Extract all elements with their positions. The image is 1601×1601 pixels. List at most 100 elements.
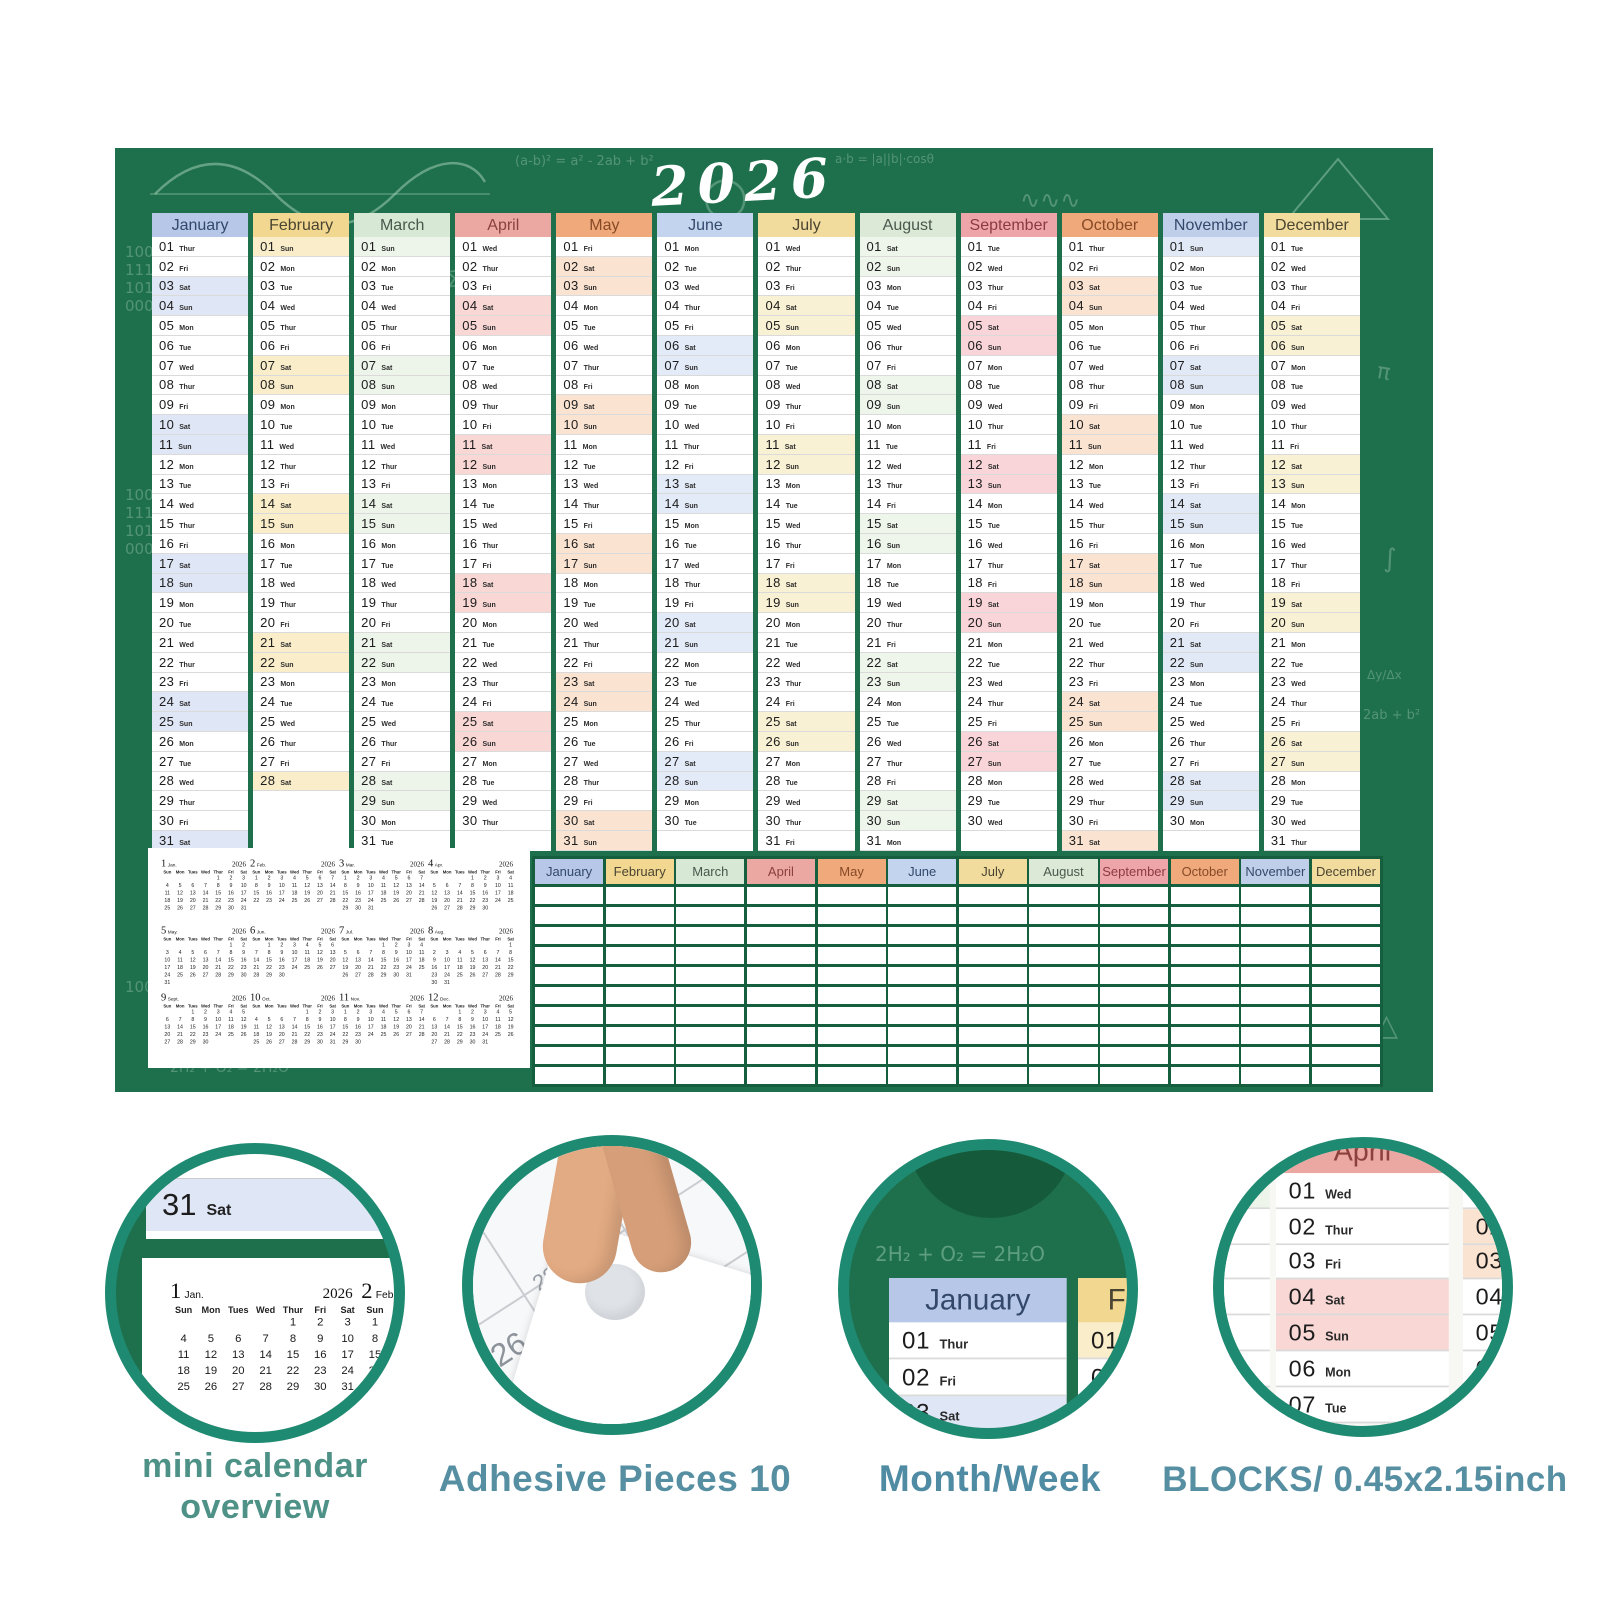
mini-date-cell: 10: [444, 957, 450, 963]
day-rows: 01 Thur 02 Fri 03 Sat 04 Sun 05 Mon 06 Tue 07 Wed 08 Th…: [152, 237, 249, 851]
mini-date-cell: 21: [418, 890, 425, 896]
notes-strip-header-june: June: [888, 859, 957, 884]
day-number: 18: [1068, 575, 1084, 591]
day-weekday: Fri: [280, 622, 290, 630]
day-number: 16: [1169, 535, 1186, 551]
day-number: 12: [462, 456, 478, 472]
notes-cell: [1241, 986, 1310, 1004]
mini-date-cell: 4: [420, 942, 424, 948]
day-number: 07: [1169, 357, 1186, 373]
mini-date-cell: 7: [204, 882, 207, 889]
day-weekday: Sat: [886, 800, 898, 808]
months-grid: January 01 Thur 02 Fri 03 Sat 04 Sun 05 Mon 06 Tue 07…: [152, 213, 1360, 851]
day-row: 24 Tue: [354, 692, 451, 713]
mini-calendar-label: 1 Jan. 2026: [170, 1277, 361, 1304]
day-number: 22: [462, 654, 478, 670]
mini-date-cell: 1: [371, 1316, 379, 1329]
month-column-april: April 01 Wed 02 Thur 03 Fri 04 Sat 05 Sun 06 Mon 07 Tu…: [1276, 1148, 1449, 1423]
mini-date-cell: 14: [291, 1024, 298, 1030]
day-weekday: Fri: [939, 1375, 957, 1389]
mini-weekday: Sun: [366, 1304, 384, 1315]
mini-weekday: Mon: [264, 869, 274, 875]
mini-date-cell: 25: [507, 897, 514, 904]
day-number: 03: [1090, 1399, 1120, 1427]
day-number: 11: [1068, 436, 1083, 452]
day-number: 05: [765, 318, 781, 334]
mini-date-cell: 27: [189, 905, 196, 911]
day-row: 06 Thur: [859, 335, 956, 356]
mini-date-cell: 6: [204, 949, 207, 956]
mini-date-cell: 1: [267, 942, 271, 948]
day-row: 01 Wed: [1276, 1173, 1449, 1209]
mini-date-cell: 11: [495, 1016, 501, 1023]
mini-weekday: Mon: [353, 1003, 363, 1009]
day-weekday: Sun: [886, 681, 901, 689]
day-weekday: Mon: [381, 681, 396, 689]
day-weekday: Thur: [785, 265, 802, 273]
mini-date-cell: [212, 980, 225, 988]
day-weekday: Fri: [886, 503, 896, 511]
mini-date-cell: 22: [456, 1031, 463, 1038]
day-number: 29: [1169, 793, 1186, 809]
day-number: 23: [765, 674, 781, 690]
mini-dates-grid: 1234567891011121314151617181920212223242…: [361, 1316, 394, 1381]
month-header: July: [758, 213, 855, 237]
day-weekday: Thur: [1088, 384, 1105, 392]
notes-cell: [888, 946, 957, 964]
day-weekday: Thur: [1291, 562, 1307, 570]
day-weekday: Sat: [684, 344, 696, 352]
mini-date-cell: 28: [177, 1039, 183, 1045]
mini-date-cell: 23: [266, 897, 272, 904]
mini-date-cell: 16: [228, 890, 234, 896]
mini-date-cell: 21: [329, 890, 336, 896]
day-row: 29 Thur: [1061, 791, 1158, 812]
mini-calendar-april: 4 Apr. 2026 Sun Mon Tues Wed Thur Fri Sat 1 2 3 4 5 6 7 8…: [428, 857, 517, 913]
notes-strip-header-september: September: [1100, 859, 1169, 884]
day-weekday: Tue: [987, 800, 1000, 808]
notes-cell: [958, 1026, 1027, 1044]
mini-date-cell: 9: [318, 1016, 322, 1023]
mini-date-cell: 29: [189, 1039, 196, 1045]
mini-date-cell: 8: [458, 1016, 462, 1023]
notes-cell: [1100, 966, 1169, 984]
day-number: 29: [664, 793, 680, 809]
mini-date-cell: [314, 972, 327, 980]
day-row: 24 Fri: [758, 692, 855, 713]
day-weekday: Fri: [1088, 820, 1098, 827]
mini-date-cell: [352, 942, 365, 950]
notes-strip-header-march: March: [676, 859, 745, 884]
day-row: 30 Mon: [1162, 811, 1259, 831]
day-number: 03: [967, 278, 983, 294]
mini-date-cell: [377, 905, 390, 913]
day-row: 28 Thur: [556, 771, 653, 792]
day-number: 02: [159, 258, 175, 274]
day-number: 15: [1169, 516, 1186, 532]
mini-date-cell: 15: [507, 957, 514, 963]
day-number: 10: [1169, 417, 1186, 433]
day-number: 02: [361, 258, 377, 274]
day-number: 30: [967, 813, 983, 828]
mini-month-number: 10: [250, 991, 261, 1003]
mini-weekday: Thur: [282, 1304, 304, 1315]
mini-date-cell: [415, 1039, 428, 1047]
day-weekday: Mon: [583, 721, 598, 729]
day-number: 15: [967, 516, 983, 532]
mini-date-cell: [504, 1039, 517, 1047]
day-row: 30 Fri: [152, 811, 249, 831]
day-number: 20: [1270, 615, 1287, 631]
mini-date-cell: 29: [456, 1039, 463, 1045]
notes-cell: [1100, 886, 1169, 904]
mini-weekday: Sat: [340, 1304, 355, 1315]
notes-strip-header-february: February: [605, 859, 674, 884]
mini-date-cell: 25: [495, 1031, 501, 1038]
mini-date-cell: 7: [458, 882, 462, 889]
mini-date-cell: 8: [267, 949, 271, 956]
day-number: 23: [260, 674, 276, 690]
day-row: 24 Thur: [1263, 692, 1360, 713]
day-row: 26 Thur: [253, 731, 350, 752]
